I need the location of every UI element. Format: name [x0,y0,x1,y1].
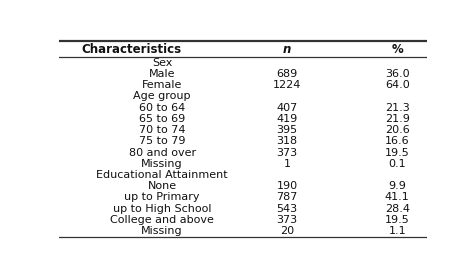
Text: Sex: Sex [152,58,172,68]
Text: 19.5: 19.5 [385,147,410,158]
Text: 0.1: 0.1 [388,159,406,169]
Text: 689: 689 [276,69,298,79]
Text: 60 to 64: 60 to 64 [139,103,185,113]
Text: 70 to 74: 70 to 74 [139,125,185,135]
Text: 21.3: 21.3 [385,103,410,113]
Text: 1224: 1224 [273,80,301,90]
Text: 80 and over: 80 and over [128,147,196,158]
Text: 21.9: 21.9 [385,114,410,124]
Text: 1: 1 [283,159,291,169]
Text: 407: 407 [276,103,298,113]
Text: 41.1: 41.1 [385,192,410,202]
Text: n: n [283,43,291,56]
Text: 19.5: 19.5 [385,215,410,225]
Text: 419: 419 [276,114,298,124]
Text: 190: 190 [276,181,298,191]
Text: up to High School: up to High School [113,204,211,213]
Text: 65 to 69: 65 to 69 [139,114,185,124]
Text: 20.6: 20.6 [385,125,410,135]
Text: 318: 318 [276,136,298,146]
Text: Missing: Missing [141,226,183,236]
Text: Male: Male [149,69,175,79]
Text: Characteristics: Characteristics [82,43,182,56]
Text: Missing: Missing [141,159,183,169]
Text: 787: 787 [276,192,298,202]
Text: 20: 20 [280,226,294,236]
Text: 28.4: 28.4 [385,204,410,213]
Text: 75 to 79: 75 to 79 [139,136,185,146]
Text: 373: 373 [276,147,298,158]
Text: College and above: College and above [110,215,214,225]
Text: %: % [392,43,403,56]
Text: 16.6: 16.6 [385,136,410,146]
Text: 1.1: 1.1 [388,226,406,236]
Text: 9.9: 9.9 [388,181,406,191]
Text: 395: 395 [276,125,298,135]
Text: Educational Attainment: Educational Attainment [96,170,228,180]
Text: up to Primary: up to Primary [124,192,200,202]
Text: 64.0: 64.0 [385,80,410,90]
Text: 543: 543 [276,204,298,213]
Text: Age group: Age group [133,91,191,102]
Text: None: None [147,181,177,191]
Text: Female: Female [142,80,182,90]
Text: 373: 373 [276,215,298,225]
Text: 36.0: 36.0 [385,69,410,79]
